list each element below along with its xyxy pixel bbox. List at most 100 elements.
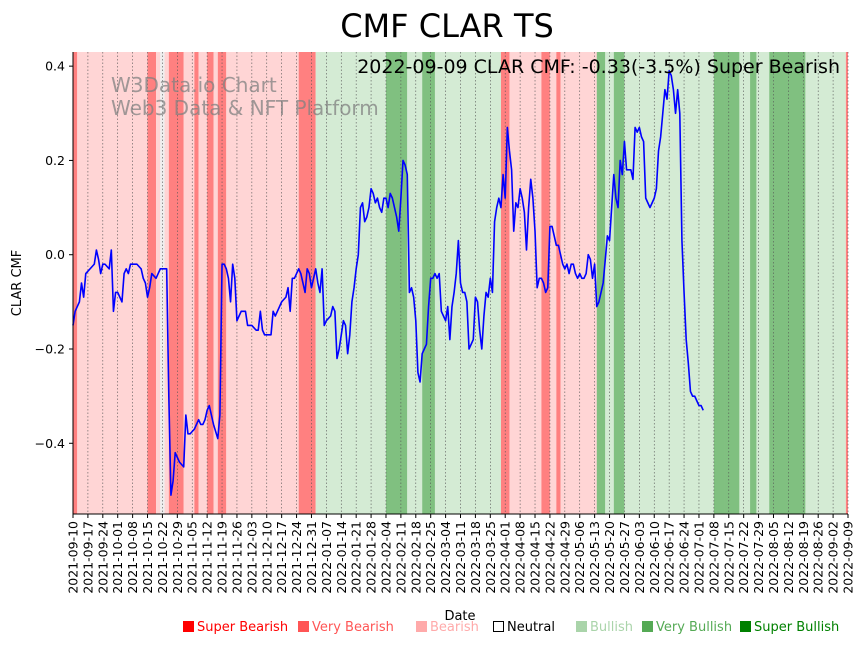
legend-label: Super Bearish — [197, 620, 289, 635]
x-tick-label: 2021-10-15 — [140, 521, 155, 594]
x-tick-label: 2022-03-04 — [438, 521, 453, 594]
x-tick-label: 2022-08-05 — [766, 521, 781, 594]
legend-item: Very Bullish — [642, 620, 732, 635]
y-axis-label: CLAR CMF — [10, 250, 25, 316]
x-tick-label: 2022-02-25 — [423, 521, 438, 594]
x-tick-label: 2022-01-28 — [364, 521, 379, 594]
sentiment-band — [556, 52, 561, 514]
x-tick-label: 2021-12-10 — [259, 521, 274, 594]
x-tick-label: 2021-12-17 — [274, 521, 289, 594]
sentiment-band — [713, 52, 725, 514]
watermark-line-1: W3Data.io Chart — [111, 73, 277, 97]
legend-label: Neutral — [507, 620, 555, 635]
cmf-series-line — [72, 70, 704, 496]
legend-item: Super Bullish — [740, 620, 839, 635]
sentiment-band — [407, 52, 423, 514]
sentiment-band — [194, 52, 199, 514]
sentiment-band — [816, 52, 846, 514]
x-tick-label: 2021-12-03 — [244, 521, 259, 594]
legend-swatch — [298, 621, 309, 632]
sentiment-band — [509, 52, 542, 514]
sentiment-band — [769, 52, 806, 514]
sentiment-band — [198, 52, 208, 514]
sentiment-band — [549, 52, 557, 514]
chart-title: CMF CLAR TS — [340, 7, 554, 45]
x-tick-label: 2021-11-12 — [200, 521, 215, 594]
x-tick-label: 2022-07-01 — [691, 521, 706, 594]
x-tick-label: 2022-04-01 — [498, 521, 513, 594]
legend-item: Super Bearish — [183, 620, 288, 635]
x-tick-label: 2022-02-11 — [393, 521, 408, 594]
x-tick-label: 2022-06-17 — [662, 521, 677, 594]
legend-item: Neutral — [493, 620, 555, 635]
x-tick-label: 2022-04-08 — [513, 521, 528, 594]
sentiment-band — [168, 52, 184, 514]
sentiment-band — [724, 52, 740, 514]
sentiment-band — [756, 52, 770, 514]
x-tick-label: 2022-05-06 — [572, 521, 587, 594]
sentiment-band — [613, 52, 625, 514]
y-tick-label: −0.4 — [35, 436, 65, 451]
x-tick-label: 2022-03-11 — [453, 521, 468, 594]
sentiment-band — [541, 52, 550, 514]
x-tick-label: 2022-06-10 — [647, 521, 662, 594]
legend: Super Bearish Very Bearish Bearish Neutral B… — [0, 620, 864, 640]
sentiment-band — [560, 52, 597, 514]
x-tick-label: 2021-10-22 — [155, 521, 170, 594]
legend-label: Very Bullish — [656, 620, 733, 635]
x-tick-label: 2022-04-15 — [528, 521, 543, 594]
x-tick-label: 2022-06-03 — [632, 521, 647, 594]
x-tick-label: 2022-01-07 — [319, 521, 334, 594]
x-ticks: 2021-09-10 2021-09-17 2021-09-24 2021-10-01… — [66, 514, 856, 594]
x-axis-label: Date — [444, 609, 475, 624]
legend-label: Bearish — [430, 620, 479, 635]
sentiment-band — [805, 52, 817, 514]
sentiment-band — [385, 52, 408, 514]
x-tick-label: 2022-08-26 — [811, 521, 826, 594]
x-tick-label: 2022-03-18 — [468, 521, 483, 594]
legend-swatch — [740, 621, 751, 632]
y-ticks: 0.4 0.2 0.0 −0.2 −0.4 — [35, 59, 73, 451]
x-tick-label: 2022-02-04 — [378, 521, 393, 594]
sentiment-band — [156, 52, 161, 514]
legend-item: Bullish — [576, 620, 633, 635]
sentiment-band — [183, 52, 195, 514]
x-tick-label: 2021-11-26 — [229, 521, 244, 594]
legend-item: Bearish — [416, 620, 479, 635]
x-tick-label: 2021-10-29 — [170, 521, 185, 594]
x-tick-label: 2022-01-14 — [334, 521, 349, 594]
x-tick-label: 2021-11-05 — [185, 521, 200, 594]
x-tick-label: 2021-09-17 — [80, 521, 95, 594]
y-tick-label: 0.4 — [45, 59, 65, 74]
legend-label: Bullish — [590, 620, 634, 635]
x-tick-label: 2022-07-08 — [706, 521, 721, 594]
legend-swatch — [493, 621, 504, 632]
legend-swatch — [183, 621, 194, 632]
sentiment-band — [739, 52, 751, 514]
legend-label: Super Bullish — [754, 620, 840, 635]
x-tick-label: 2022-01-21 — [349, 521, 364, 594]
x-tick-label: 2021-09-24 — [95, 521, 110, 594]
x-tick-label: 2022-08-12 — [781, 521, 796, 594]
x-tick-label: 2022-05-20 — [602, 521, 617, 594]
x-tick-label: 2022-04-22 — [542, 521, 557, 594]
legend-swatch — [642, 621, 653, 632]
legend-swatch — [416, 621, 427, 632]
x-tick-label: 2022-02-18 — [408, 521, 423, 594]
sentiment-band — [845, 52, 848, 514]
sentiment-band — [750, 52, 757, 514]
sentiment-band — [213, 52, 218, 514]
x-tick-label: 2022-07-29 — [751, 521, 766, 594]
x-tick-label: 2022-04-29 — [557, 521, 572, 594]
sentiment-band — [73, 52, 78, 514]
x-tick-label: 2021-10-08 — [125, 521, 140, 594]
sentiment-band — [315, 52, 357, 514]
sentiment-band — [226, 52, 299, 514]
x-tick-label: 2022-03-25 — [483, 521, 498, 594]
x-tick-label: 2021-10-01 — [110, 521, 125, 594]
latest-annotation: 2022-09-09 CLAR CMF: -0.33(-3.5%) Super … — [357, 56, 840, 78]
x-tick-label: 2022-09-09 — [841, 521, 856, 594]
x-tick-label: 2022-05-27 — [617, 521, 632, 594]
x-tick-label: 2022-07-22 — [736, 521, 751, 594]
x-tick-label: 2021-09-10 — [66, 521, 81, 594]
